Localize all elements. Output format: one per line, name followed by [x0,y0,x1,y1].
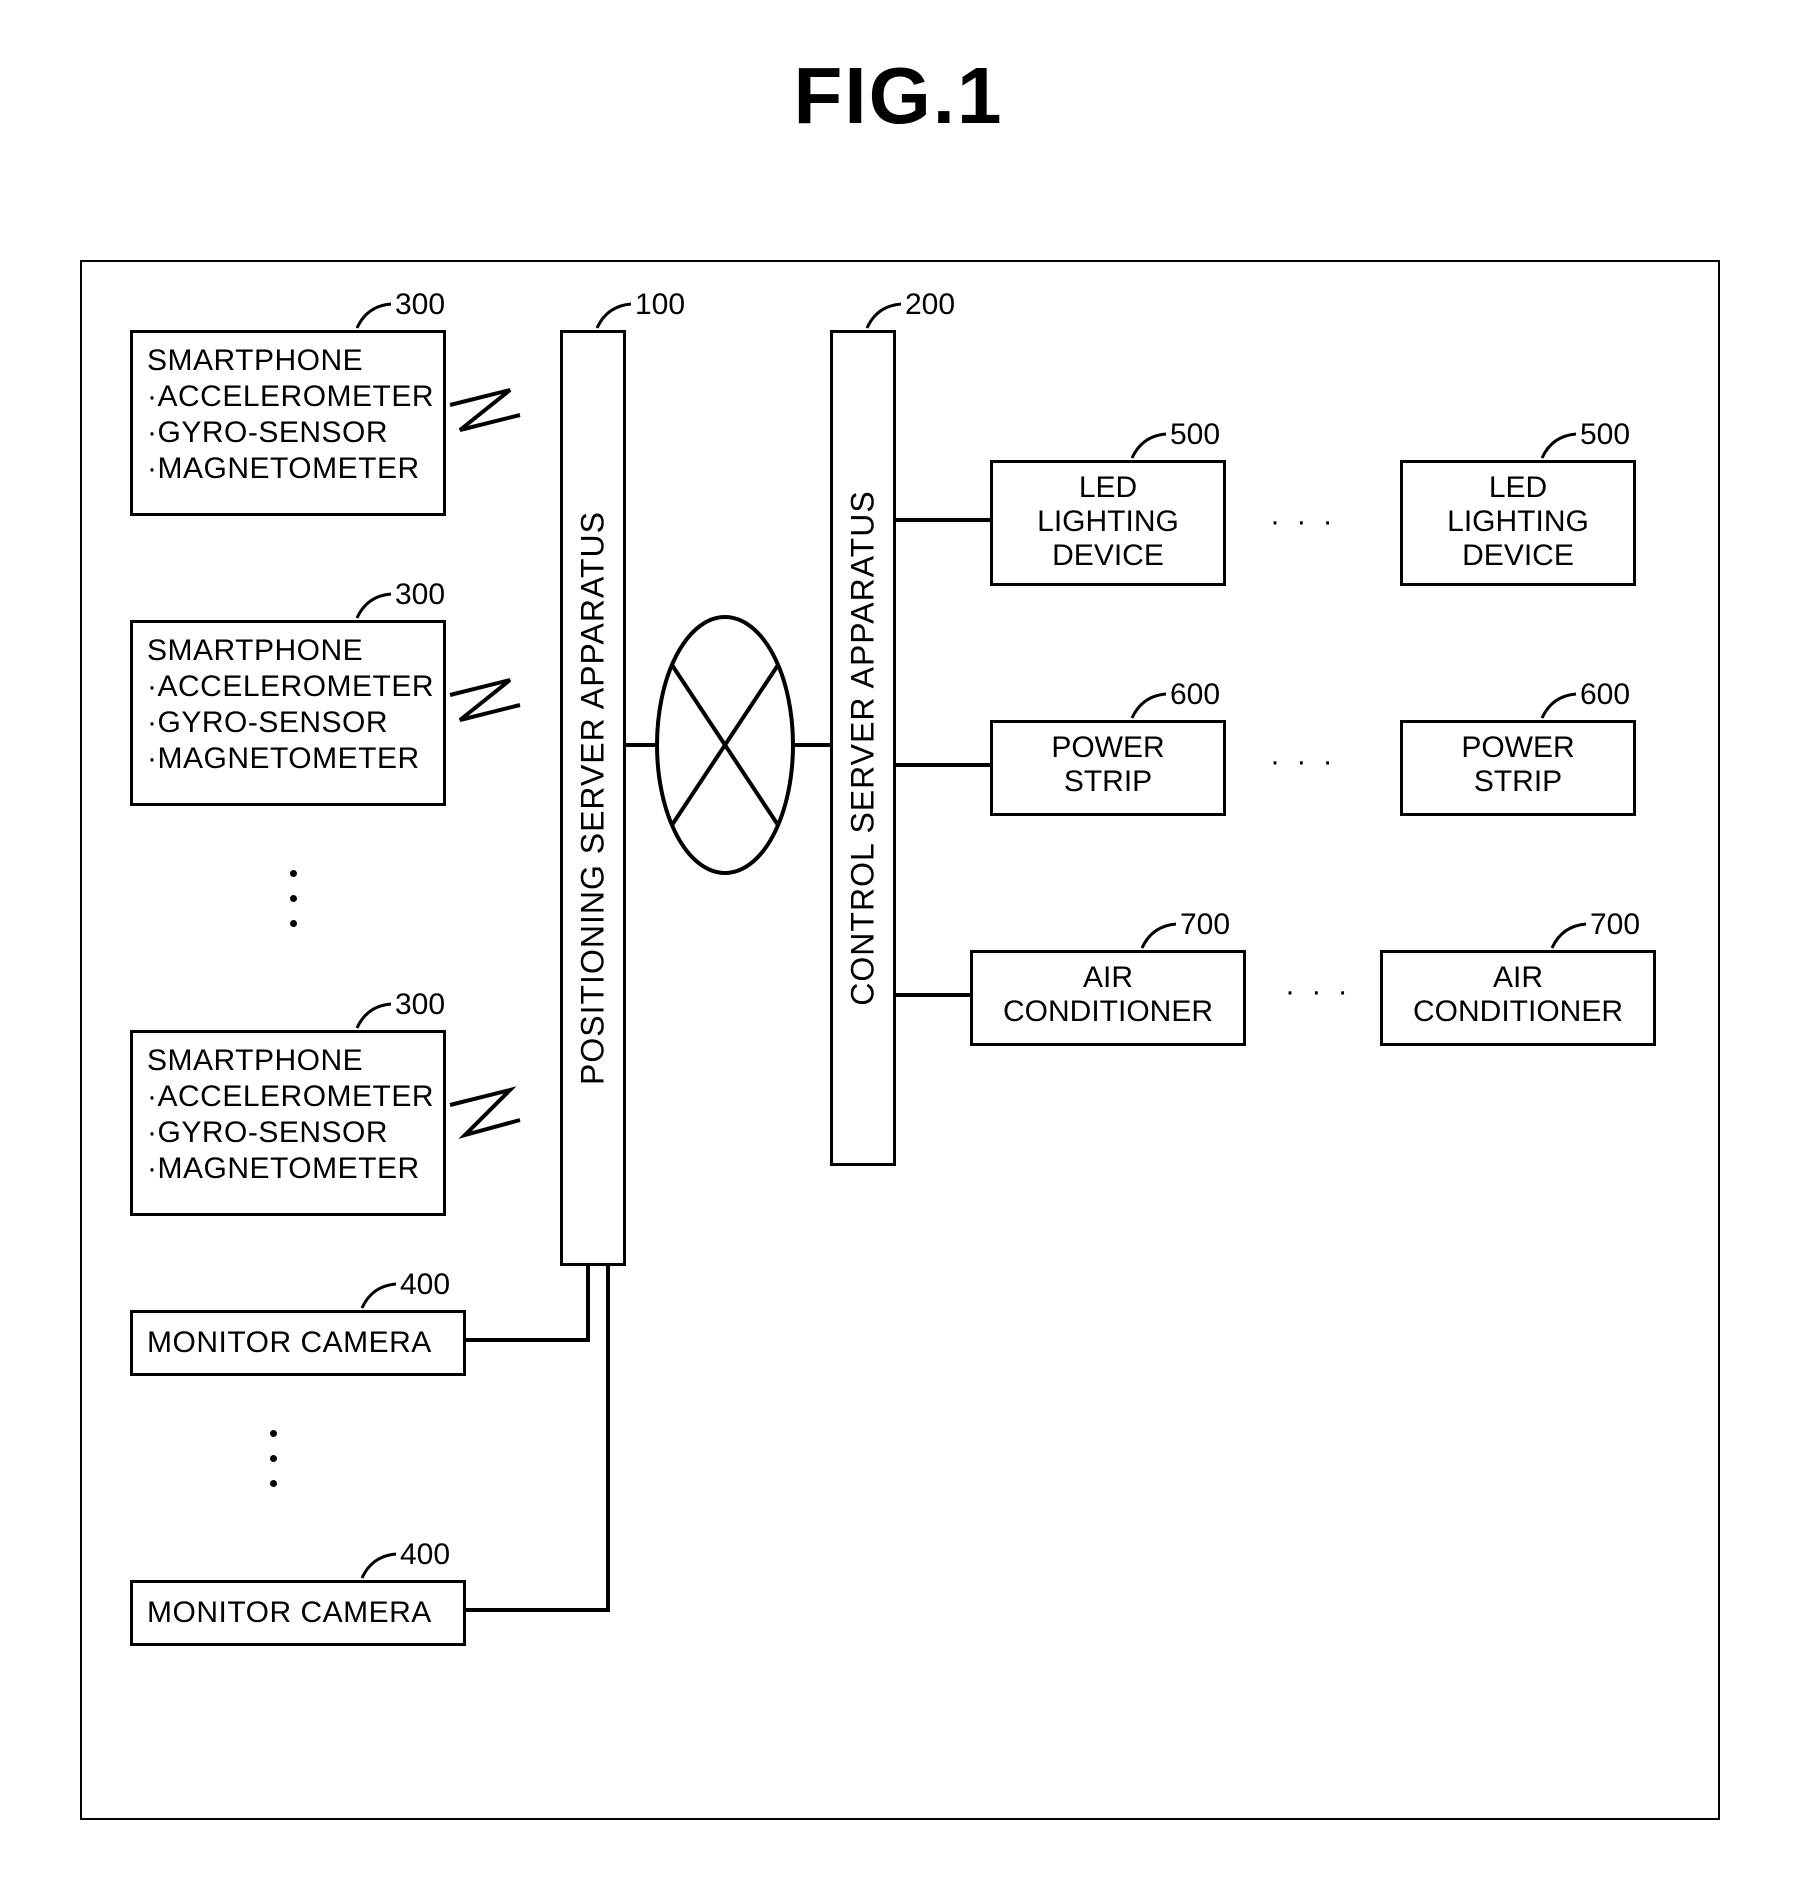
ref-hook [1130,430,1170,462]
led-device-box: LED LIGHTING DEVICE [990,460,1226,586]
led-line: DEVICE [1407,539,1629,573]
ref-number: 700 [1590,908,1640,942]
link-ellipse-icon [0,0,1797,1888]
power-line: STRIP [1407,765,1629,799]
power-line: STRIP [997,765,1219,799]
air-line: AIR [1387,961,1649,995]
air-line: CONDITIONER [1387,995,1649,1029]
air-conditioner-box: AIR CONDITIONER [1380,950,1656,1046]
power-line: POWER [1407,731,1629,765]
ref-hook [1540,690,1580,722]
led-line: DEVICE [997,539,1219,573]
ref-number: 500 [1170,418,1220,452]
ref-hook [1140,920,1180,952]
air-line: CONDITIONER [977,995,1239,1029]
ref-number: 500 [1580,418,1630,452]
led-line: LIGHTING [1407,505,1629,539]
wire [893,518,990,522]
led-line: LED [1407,471,1629,505]
ref-hook [1550,920,1590,952]
led-device-box: LED LIGHTING DEVICE [1400,460,1636,586]
led-line: LED [997,471,1219,505]
air-line: AIR [977,961,1239,995]
horizontal-ellipsis: · · · [1270,745,1337,779]
power-strip-box: POWER STRIP [990,720,1226,816]
air-conditioner-box: AIR CONDITIONER [970,950,1246,1046]
horizontal-ellipsis: · · · [1285,975,1352,1009]
ref-hook [1540,430,1580,462]
power-line: POWER [997,731,1219,765]
ref-hook [1130,690,1170,722]
ref-number: 600 [1170,678,1220,712]
wire [893,763,990,767]
wire [893,993,970,997]
diagram-page: FIG.1 SMARTPHONE ·ACCELEROMETER ·GYRO-SE… [0,0,1797,1888]
ref-number: 600 [1580,678,1630,712]
led-line: LIGHTING [997,505,1219,539]
ref-number: 700 [1180,908,1230,942]
horizontal-ellipsis: · · · [1270,505,1337,539]
power-strip-box: POWER STRIP [1400,720,1636,816]
